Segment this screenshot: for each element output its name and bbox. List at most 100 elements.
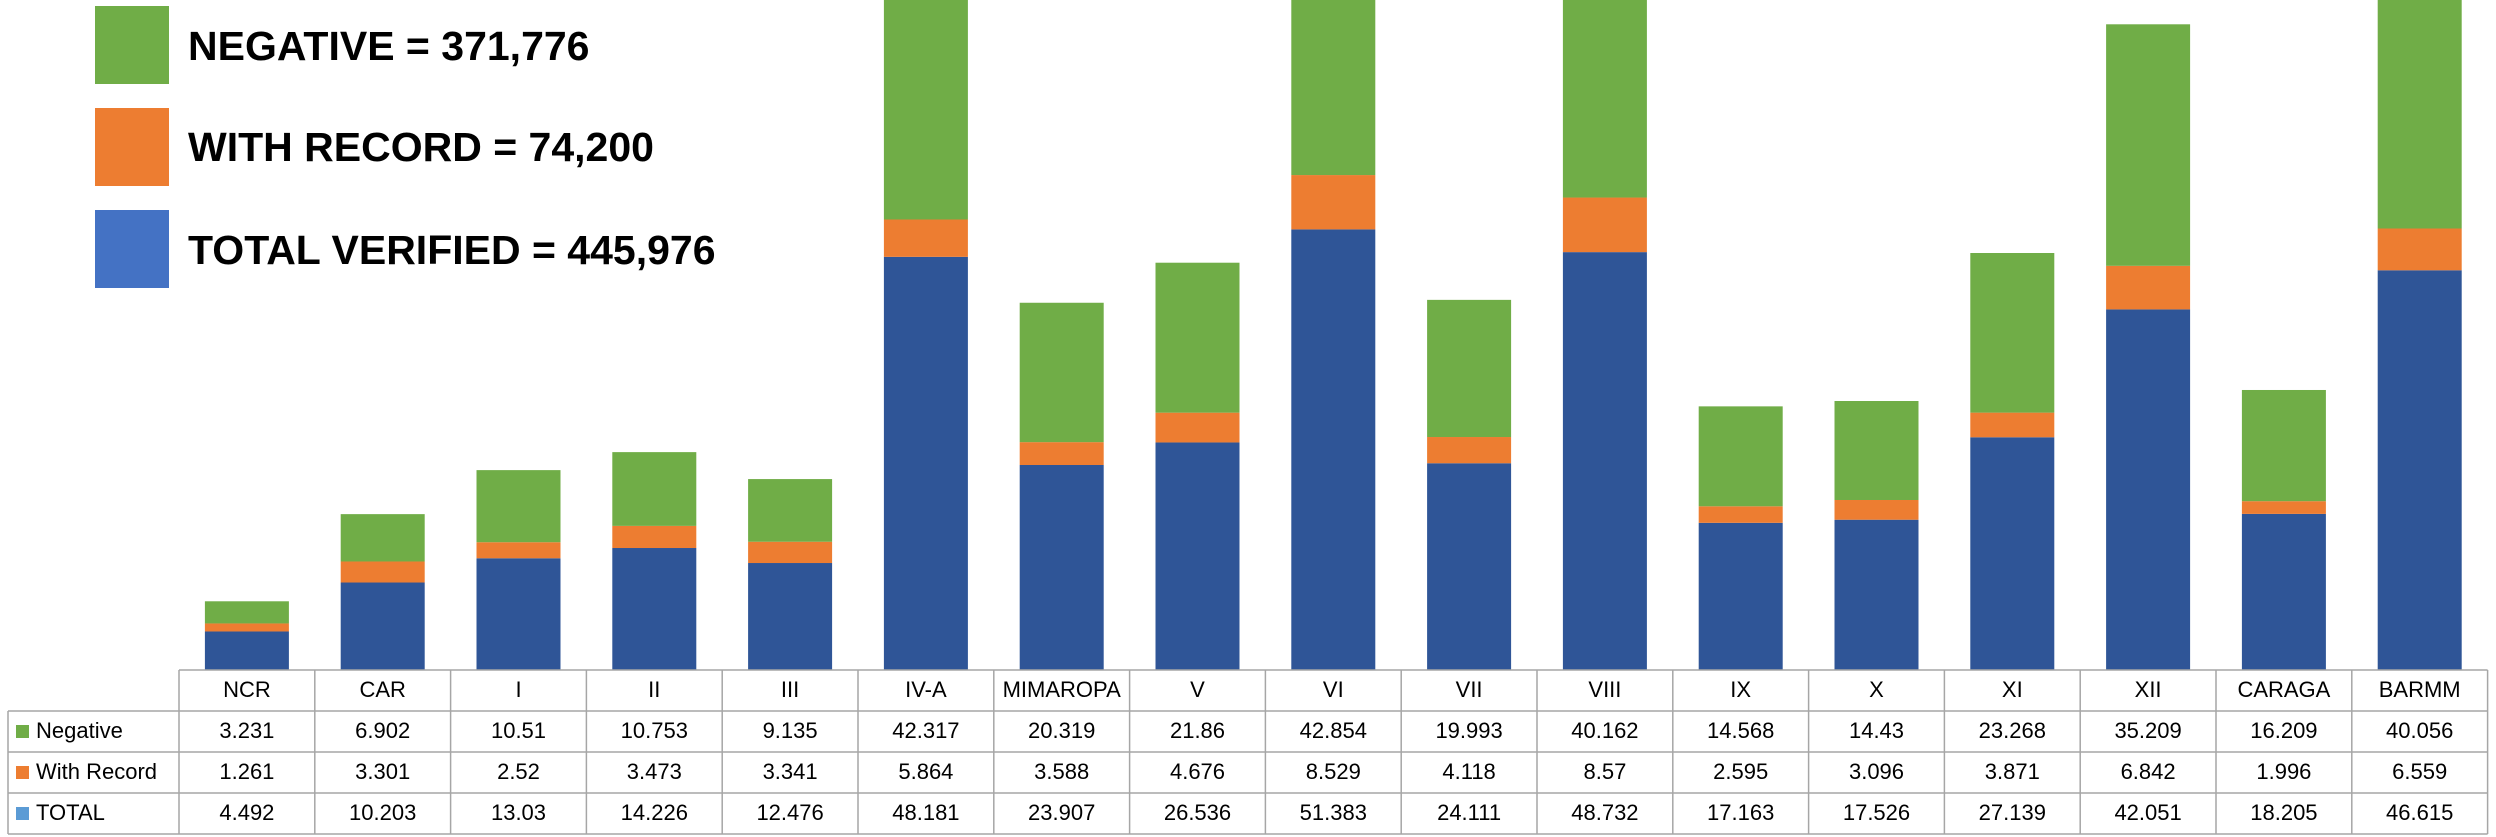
data-label-with-record-iii: 3.341 xyxy=(763,759,818,784)
series-label-with-record: With Record xyxy=(36,759,157,784)
bar-total-ii xyxy=(612,548,697,670)
tick-label-mimaropa: MIMAROPA xyxy=(1003,677,1121,702)
bar-with-record-ncr xyxy=(204,623,289,632)
data-label-with-record-ncr: 1.261 xyxy=(219,759,274,784)
tick-label-x: X xyxy=(1869,677,1884,702)
bar-negative-xii xyxy=(2106,24,2191,266)
bar-with-record-mimaropa xyxy=(1019,442,1104,465)
data-label-with-record-v: 4.676 xyxy=(1170,759,1225,784)
legend-key-negative xyxy=(16,725,29,738)
bar-negative-mimaropa xyxy=(1019,302,1104,443)
data-label-negative-xii: 35.209 xyxy=(2114,718,2181,743)
bar-with-record-barmm xyxy=(2377,228,2462,271)
bar-total-ncr xyxy=(204,631,289,670)
data-label-total-vi: 51.383 xyxy=(1300,800,1367,825)
data-label-total-x: 17.526 xyxy=(1843,800,1910,825)
bar-total-v xyxy=(1155,442,1240,670)
tick-label-ncr: NCR xyxy=(223,677,271,702)
bar-negative-x xyxy=(1834,401,1919,500)
data-label-negative-car: 6.902 xyxy=(355,718,410,743)
bar-total-barmm xyxy=(2377,270,2462,670)
data-label-negative-iv-a: 42.317 xyxy=(892,718,959,743)
bar-negative-barmm xyxy=(2377,0,2462,229)
bar-with-record-iv-a xyxy=(883,219,968,257)
series-label-total: TOTAL xyxy=(36,800,105,825)
bar-total-car xyxy=(340,582,425,670)
legend-with-record-swatch xyxy=(95,108,169,186)
data-label-negative-xi: 23.268 xyxy=(1979,718,2046,743)
tick-label-iv-a: IV-A xyxy=(905,677,947,702)
data-label-total-barmm: 46.615 xyxy=(2386,800,2453,825)
data-label-negative-mimaropa: 20.319 xyxy=(1028,718,1095,743)
data-label-total-i: 13.03 xyxy=(491,800,546,825)
bar-negative-v xyxy=(1155,262,1240,413)
data-label-total-caraga: 18.205 xyxy=(2250,800,2317,825)
data-label-total-iv-a: 48.181 xyxy=(892,800,959,825)
legend-key-with-record xyxy=(16,766,29,779)
bar-negative-xi xyxy=(1970,253,2055,413)
tick-label-xii: XII xyxy=(2135,677,2162,702)
data-label-negative-v: 21.86 xyxy=(1170,718,1225,743)
data-label-total-mimaropa: 23.907 xyxy=(1028,800,1095,825)
bar-negative-ii xyxy=(612,452,697,526)
bar-negative-ix xyxy=(1698,406,1783,507)
tick-label-caraga: CARAGA xyxy=(2237,677,2330,702)
bar-with-record-ii xyxy=(612,525,697,549)
data-label-total-iii: 12.476 xyxy=(756,800,823,825)
data-label-with-record-x: 3.096 xyxy=(1849,759,1904,784)
bar-negative-iii xyxy=(748,479,833,542)
data-label-total-xii: 42.051 xyxy=(2114,800,2181,825)
bar-total-iv-a xyxy=(883,256,968,670)
bar-negative-viii xyxy=(1562,0,1647,198)
data-label-negative-barmm: 40.056 xyxy=(2386,718,2453,743)
legend-with-record-label: WITH RECORD = 74,200 xyxy=(188,124,654,170)
tick-label-barmm: BARMM xyxy=(2379,677,2461,702)
bar-total-viii xyxy=(1562,252,1647,670)
bar-total-ix xyxy=(1698,522,1783,670)
data-label-with-record-xii: 6.842 xyxy=(2121,759,2176,784)
data-label-negative-caraga: 16.209 xyxy=(2250,718,2317,743)
legend-key-total xyxy=(16,807,29,820)
legend-total-verified-label: TOTAL VERIFIED = 445,976 xyxy=(188,227,716,273)
bar-negative-vi xyxy=(1291,0,1376,176)
tick-label-iii: III xyxy=(781,677,799,702)
data-label-negative-ii: 10.753 xyxy=(621,718,688,743)
bar-with-record-v xyxy=(1155,412,1240,443)
bar-total-mimaropa xyxy=(1019,464,1104,670)
bar-negative-car xyxy=(340,514,425,562)
data-label-negative-iii: 9.135 xyxy=(763,718,818,743)
bar-with-record-vii xyxy=(1427,437,1512,464)
bar-with-record-xi xyxy=(1970,412,2055,438)
bar-total-caraga xyxy=(2241,513,2326,670)
data-label-total-ix: 17.163 xyxy=(1707,800,1774,825)
bar-negative-i xyxy=(476,470,561,543)
bar-with-record-car xyxy=(340,561,425,583)
data-label-negative-vii: 19.993 xyxy=(1435,718,1502,743)
bar-total-iii xyxy=(748,563,833,670)
tick-label-vii: VII xyxy=(1456,677,1483,702)
data-label-with-record-car: 3.301 xyxy=(355,759,410,784)
legend-negative-swatch xyxy=(95,6,169,84)
data-label-with-record-ix: 2.595 xyxy=(1713,759,1768,784)
data-label-total-vii: 24.111 xyxy=(1437,800,1501,825)
bar-total-xii xyxy=(2106,309,2191,670)
data-label-negative-ncr: 3.231 xyxy=(219,718,274,743)
data-label-total-car: 10.203 xyxy=(349,800,416,825)
bar-total-i xyxy=(476,558,561,670)
bar-with-record-iii xyxy=(748,541,833,564)
bar-with-record-viii xyxy=(1562,197,1647,253)
bar-with-record-x xyxy=(1834,499,1919,520)
data-label-with-record-xi: 3.871 xyxy=(1985,759,2040,784)
data-label-with-record-mimaropa: 3.588 xyxy=(1034,759,1089,784)
data-label-total-v: 26.536 xyxy=(1164,800,1231,825)
bar-with-record-vi xyxy=(1291,175,1376,230)
data-label-negative-ix: 14.568 xyxy=(1707,718,1774,743)
data-label-total-ii: 14.226 xyxy=(621,800,688,825)
tick-label-i: I xyxy=(515,677,521,702)
data-label-negative-x: 14.43 xyxy=(1849,718,1904,743)
data-label-total-xi: 27.139 xyxy=(1979,800,2046,825)
tick-label-v: V xyxy=(1190,677,1205,702)
tick-label-ii: II xyxy=(648,677,660,702)
data-label-with-record-caraga: 1.996 xyxy=(2256,759,2311,784)
data-label-with-record-viii: 8.57 xyxy=(1583,759,1626,784)
